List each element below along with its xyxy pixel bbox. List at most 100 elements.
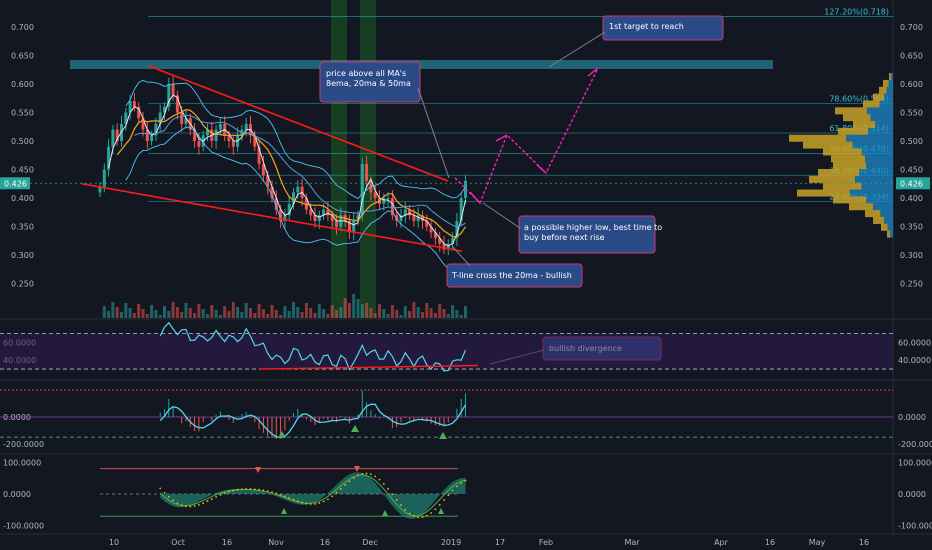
oscillator-dot — [460, 482, 463, 484]
volume-bar — [188, 308, 192, 318]
volume-bar — [201, 309, 205, 318]
annotation-text-target: 1st target to reach — [609, 22, 684, 31]
oscillator-dot — [335, 491, 338, 494]
oscillator-dot — [266, 490, 269, 493]
candle-body — [154, 123, 158, 136]
projection-arrowhead — [495, 134, 508, 142]
candle-body — [193, 129, 197, 142]
candle-body — [335, 220, 338, 227]
volume-bar — [433, 313, 437, 318]
volume-bar — [429, 308, 433, 318]
volume-bar — [128, 308, 132, 318]
volume-bar — [425, 303, 429, 318]
oscillator-dot — [198, 503, 200, 506]
volume-profile-bar-sell — [797, 189, 850, 197]
volume-bar — [446, 314, 450, 318]
volume-bar — [184, 303, 188, 318]
annotation-text-tline: T-line cross the 20ma - bullish — [451, 271, 572, 280]
candle-body — [309, 209, 313, 216]
candle-body — [107, 146, 111, 170]
projection-arrowhead — [536, 164, 547, 174]
price-axis-left-tick: 0.650 — [11, 51, 34, 60]
volume-bar — [451, 305, 455, 318]
candle-body — [266, 175, 270, 187]
volume-profile-bar-buy — [870, 114, 893, 122]
momentum-signal-marker — [351, 425, 359, 432]
oscillator-dot — [456, 485, 458, 488]
candle-body — [163, 106, 166, 113]
volume-profile-bar-buy — [861, 148, 893, 156]
oscillator-dot — [327, 498, 329, 501]
price-axis-right-tick: 0.350 — [900, 223, 923, 232]
volume-profile-bar-buy — [866, 196, 893, 204]
price-axis-right-tick: 0.400 — [900, 194, 923, 203]
candle-body — [231, 141, 235, 147]
momentum-axis-tick: -200.0000 — [898, 440, 932, 449]
oscillator-dot — [202, 502, 205, 505]
time-axis-tick: Dec — [362, 538, 377, 547]
oscillator-dot — [262, 489, 265, 492]
volume-profile-bar-buy — [884, 216, 893, 224]
oscillator-dot — [301, 501, 303, 504]
oscillator-dot — [370, 473, 372, 476]
volume-profile-bar-buy — [873, 203, 893, 211]
oscillator-dot — [249, 488, 252, 490]
oscillator-dot — [206, 500, 209, 503]
candle-body — [111, 129, 115, 147]
volume-profile-bar-buy — [855, 175, 893, 183]
volume-bar — [236, 307, 240, 318]
fib-level-label: 78.60%(0.566) — [829, 94, 889, 103]
oscillator-dot — [253, 488, 256, 491]
volume-bar — [373, 313, 377, 318]
oscillator-dot — [314, 503, 316, 505]
volume-bar — [283, 306, 287, 318]
volume-bar — [150, 305, 154, 318]
volume-bar — [132, 313, 136, 318]
volume-bar — [124, 303, 128, 318]
candle-body — [145, 129, 149, 142]
volume-profile-bar-buy — [849, 189, 893, 197]
volume-profile-bar-sell — [818, 168, 860, 176]
volume-bar — [102, 306, 106, 318]
candle-body — [150, 135, 154, 142]
candle-body — [128, 101, 132, 113]
volume-profile-bar-sell — [809, 175, 856, 183]
time-axis-tick: Mar — [624, 538, 640, 547]
volume-profile-bar-buy — [861, 182, 893, 190]
candle-body — [214, 129, 218, 142]
rsi-axis-tick: 40.0000 — [898, 356, 931, 365]
candle-body — [347, 220, 351, 233]
volume-bar — [330, 305, 334, 318]
volume-profile-bar-buy — [886, 86, 893, 94]
candle-body — [279, 209, 283, 221]
candle-body — [167, 83, 171, 107]
oscillator-dot — [271, 491, 273, 494]
volume-profile-bar-sell — [789, 134, 847, 142]
candle-body — [98, 186, 102, 193]
candle-body — [218, 123, 222, 130]
oscillator-dot — [232, 489, 235, 492]
time-axis-tick: Nov — [268, 538, 284, 547]
oscillator-sell-marker — [354, 466, 360, 472]
momentum-axis-left-tick: 0.0000 — [3, 413, 31, 422]
rsi-band-fill — [0, 333, 893, 370]
oscillator-dot — [352, 477, 355, 479]
volume-bar — [210, 305, 214, 318]
candle-body — [115, 129, 119, 142]
time-axis-tick: May — [809, 538, 826, 547]
annotation-text-higherlow: a possible higher low, best time to — [524, 223, 662, 232]
volume-profile-bar-buy — [888, 79, 893, 87]
oscillator-dot — [400, 504, 402, 506]
candle-body — [399, 215, 403, 221]
candle-body — [421, 215, 424, 221]
candle-body — [206, 129, 209, 136]
candle-body — [446, 243, 450, 250]
volume-profile-bar-sell — [803, 141, 853, 149]
candle-body — [317, 215, 321, 221]
oscillator-dot — [404, 508, 407, 511]
volume-bar — [335, 310, 338, 318]
candle-body — [459, 198, 463, 221]
volume-bar — [261, 309, 265, 318]
annotation-text-ma: 8ema, 20ma & 50ma — [326, 79, 411, 88]
